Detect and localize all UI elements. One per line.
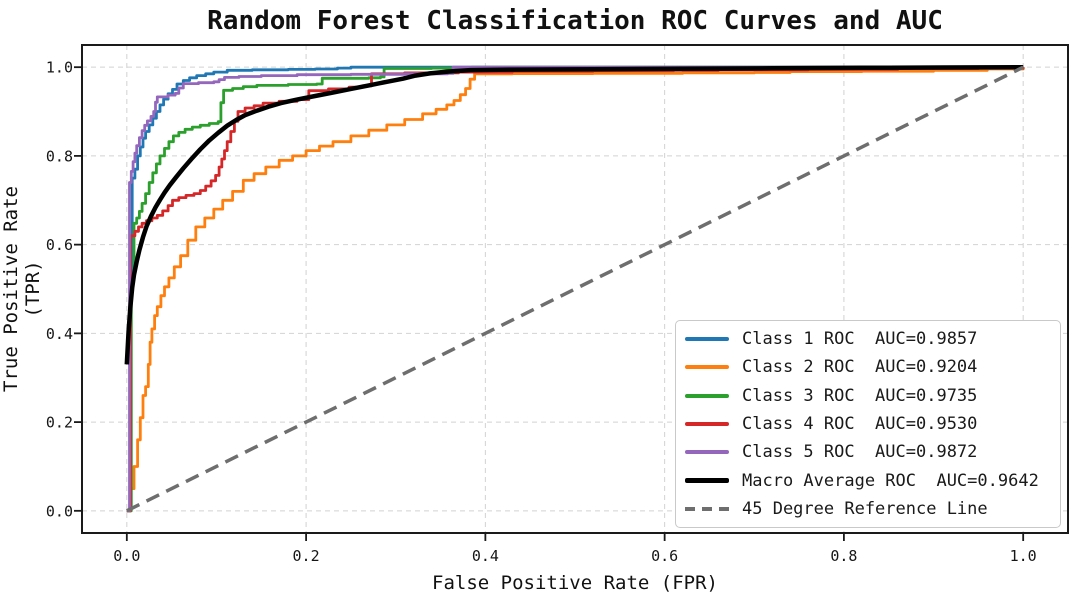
legend-item-class-2-roc: Class 2 ROC AUC=0.9204 — [685, 353, 1060, 381]
curve-class-5-roc — [126, 65, 1024, 513]
legend-line-sample — [685, 393, 729, 398]
y-tick-label: 0.2 — [46, 414, 73, 432]
legend-item-macro-average-roc: Macro Average ROC AUC=0.9642 — [685, 466, 1060, 494]
legend-item-class-1-roc: Class 1 ROC AUC=0.9857 — [685, 325, 1060, 353]
legend-label: Class 2 ROC AUC=0.9204 — [742, 357, 978, 378]
y-tick-label: 1.0 — [46, 59, 73, 77]
y-tick-label: 0.4 — [46, 325, 73, 343]
legend-item-45-degree-reference-line: 45 Degree Reference Line — [685, 495, 1060, 523]
legend-line-sample — [685, 365, 729, 370]
legend-label: Class 1 ROC AUC=0.9857 — [742, 329, 978, 350]
x-tick-label: 0.6 — [651, 547, 678, 565]
legend-line-sample — [685, 506, 729, 511]
x-tick-label: 0.0 — [113, 547, 140, 565]
curve-45-degree-reference-line — [126, 65, 1024, 513]
legend-box: Class 1 ROC AUC=0.9857 Class 2 ROC AUC=0.… — [675, 320, 1061, 528]
legend-label: Class 3 ROC AUC=0.9735 — [742, 385, 978, 406]
legend-item-class-4-roc: Class 4 ROC AUC=0.9530 — [685, 410, 1060, 438]
legend-label: Macro Average ROC AUC=0.9642 — [742, 470, 1039, 491]
chart-title: Random Forest Classification ROC Curves … — [207, 6, 943, 36]
curve-class-4-roc — [126, 66, 1025, 513]
x-tick-label: 0.8 — [830, 547, 857, 565]
legend-label: Class 4 ROC AUC=0.9530 — [742, 414, 978, 435]
x-tick-label: 0.4 — [472, 547, 499, 565]
x-tick-label: 1.0 — [1010, 547, 1037, 565]
y-tick-label: 0.8 — [46, 147, 73, 165]
curve-macro-average-roc — [124, 64, 1024, 365]
curves-layer — [124, 64, 1025, 513]
x-tick-label: 0.2 — [293, 547, 320, 565]
y-axis-label: True Positive Rate (TPR) — [0, 186, 44, 392]
x-axis-label: False Positive Rate (FPR) — [432, 572, 718, 594]
legend-line-sample — [685, 422, 729, 427]
legend-line-sample — [685, 478, 729, 484]
curve-class-3-roc — [126, 65, 1024, 513]
legend-label: Class 5 ROC AUC=0.9872 — [742, 442, 978, 463]
legend-item-class-5-roc: Class 5 ROC AUC=0.9872 — [685, 438, 1060, 466]
curve-class-2-roc — [126, 67, 1025, 513]
legend-label: 45 Degree Reference Line — [742, 498, 988, 519]
y-tick-label: 0.6 — [46, 236, 73, 254]
legend-item-class-3-roc: Class 3 ROC AUC=0.9735 — [685, 382, 1060, 410]
legend-line-sample — [685, 337, 729, 342]
plot-frame — [81, 44, 1069, 534]
y-tick-label: 0.0 — [46, 502, 73, 520]
legend-line-sample — [685, 450, 729, 455]
